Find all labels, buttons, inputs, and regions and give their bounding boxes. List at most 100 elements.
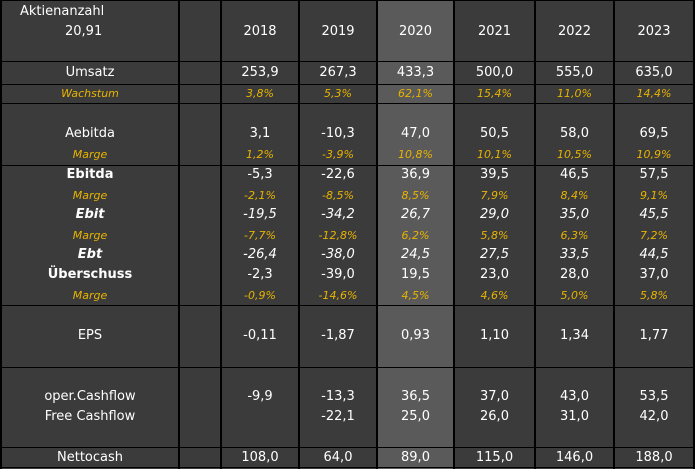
grid-line (453, 0, 455, 469)
value-cell: -0,11 (243, 328, 277, 343)
grid-line (0, 467, 695, 468)
year-header: 2022 (557, 24, 592, 39)
value-cell: -3,9% (322, 148, 354, 161)
value-cell: 108,0 (241, 450, 279, 465)
value-cell: -22,6 (321, 167, 355, 182)
value-cell: 10,5% (557, 148, 592, 161)
value-cell: -13,3 (321, 389, 355, 404)
value-cell: 10,9% (636, 148, 672, 161)
value-cell: -2,1% (244, 189, 276, 202)
value-cell: 3,8% (246, 87, 274, 100)
value-cell: 26,7 (401, 207, 430, 222)
value-cell: 3,1 (249, 126, 271, 141)
value-cell: 9,1% (640, 189, 668, 202)
value-cell: 267,3 (319, 65, 357, 80)
year-header: 2018 (243, 24, 277, 39)
value-cell: 635,0 (635, 65, 673, 80)
value-cell: 7,9% (480, 189, 509, 202)
grid-line (0, 84, 695, 85)
value-cell: -34,2 (321, 207, 355, 222)
row-label-umsatz: Umsatz (65, 65, 115, 80)
share-count-label: Aktienanzahl (20, 4, 105, 19)
row-label-ueberschuss-marge: Marge (72, 289, 108, 302)
value-cell: 39,5 (480, 167, 509, 182)
value-cell: -26,4 (243, 247, 277, 262)
value-cell: -9,9 (247, 389, 273, 404)
share-count-value: 20,91 (65, 24, 103, 39)
value-cell: 37,0 (639, 267, 669, 282)
row-label-ueberschuss: Überschuss (47, 267, 133, 282)
row-label-free-cashflow: Free Cashflow (44, 409, 136, 424)
row-label-oper-cashflow: oper.Cashflow (44, 389, 136, 404)
value-cell: 37,0 (480, 389, 509, 404)
value-cell: 6,3% (560, 229, 589, 242)
value-cell: 146,0 (555, 450, 594, 465)
value-cell: -14,6% (318, 289, 358, 302)
value-cell: 42,0 (639, 409, 669, 424)
value-cell: -7,7% (244, 229, 276, 242)
value-cell: 58,0 (560, 126, 589, 141)
value-cell: 0,93 (401, 328, 430, 343)
value-cell: 4,6% (480, 289, 509, 302)
row-label-ebitda: Ebitda (66, 167, 114, 182)
value-cell: 1,10 (480, 328, 509, 343)
value-cell: 36,5 (401, 389, 430, 404)
value-cell: 253,9 (241, 65, 279, 80)
value-cell: 69,5 (639, 126, 669, 141)
value-cell: 188,0 (635, 450, 673, 465)
year-header: 2019 (321, 24, 355, 39)
value-cell: 10,8% (398, 148, 433, 161)
value-cell: 28,0 (560, 267, 589, 282)
value-cell: 50,5 (480, 126, 509, 141)
grid-line (0, 447, 695, 448)
grid-line (0, 61, 695, 62)
value-cell: -0,9% (244, 289, 276, 302)
grid-line (0, 0, 2, 469)
value-cell: 29,0 (480, 207, 509, 222)
value-cell: 555,0 (555, 65, 594, 80)
value-cell: -8,5% (322, 189, 354, 202)
value-cell: 46,5 (560, 167, 589, 182)
value-cell: 31,0 (560, 409, 589, 424)
row-label-ebt: Ebt (77, 247, 103, 262)
value-cell: 5,8% (640, 289, 668, 302)
value-cell: 10,1% (477, 148, 512, 161)
value-cell: 5,0% (560, 289, 589, 302)
grid-line (613, 0, 615, 469)
value-cell: 15,4% (477, 87, 512, 100)
value-cell: 25,0 (401, 409, 430, 424)
value-cell: 115,0 (475, 450, 514, 465)
row-label-ebit-marge: Marge (72, 229, 108, 242)
value-cell: 43,0 (560, 389, 589, 404)
value-cell: 26,0 (480, 409, 509, 424)
grid-line (178, 0, 180, 469)
value-cell: 53,5 (639, 389, 669, 404)
grid-line (220, 0, 222, 469)
value-cell: 5,3% (324, 87, 352, 100)
value-cell: 8,4% (560, 189, 589, 202)
value-cell: 36,9 (401, 167, 430, 182)
year-header: 2020 (398, 24, 433, 39)
value-cell: 27,5 (480, 247, 509, 262)
grid-line (0, 165, 695, 166)
value-cell: 47,0 (401, 126, 430, 141)
value-cell: 33,5 (560, 247, 589, 262)
grid-line (0, 0, 695, 1)
value-cell: 19,5 (401, 267, 430, 282)
value-cell: 11,0% (557, 87, 592, 100)
value-cell: 7,2% (640, 229, 668, 242)
value-cell: -19,5 (243, 207, 277, 222)
row-label-nettocash: Nettocash (57, 450, 123, 465)
value-cell: 4,5% (401, 289, 430, 302)
value-cell: 89,0 (401, 450, 430, 465)
value-cell: -5,3 (247, 167, 273, 182)
grid-line (376, 0, 378, 469)
value-cell: 44,5 (639, 247, 669, 262)
year-header: 2021 (477, 24, 512, 39)
value-cell: -10,3 (321, 126, 355, 141)
value-cell: -39,0 (321, 267, 355, 282)
year-header: 2023 (637, 24, 671, 39)
grid-line (693, 0, 695, 469)
highlight-column-2020 (377, 0, 453, 469)
